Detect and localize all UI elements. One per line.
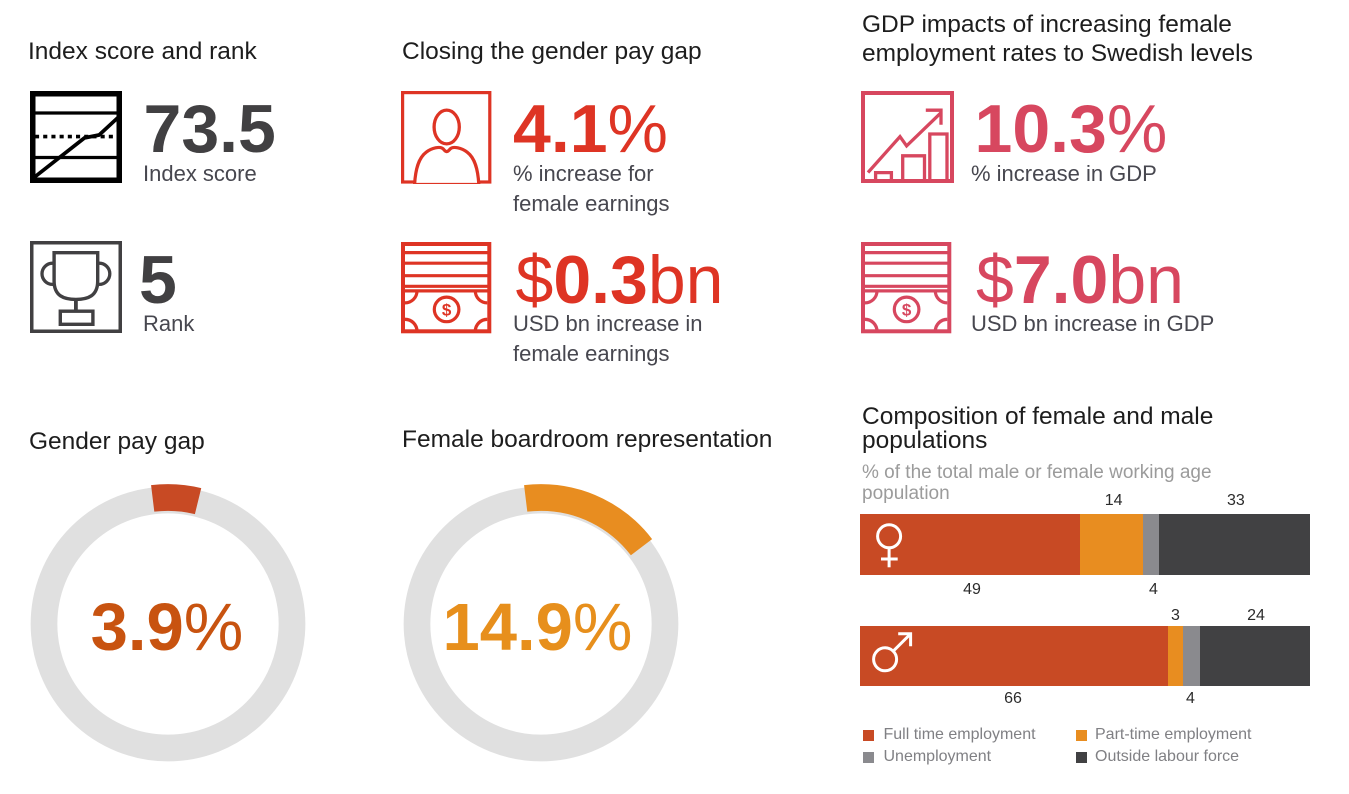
svg-text:$: $ [442, 300, 452, 319]
svg-text:$: $ [902, 300, 912, 319]
